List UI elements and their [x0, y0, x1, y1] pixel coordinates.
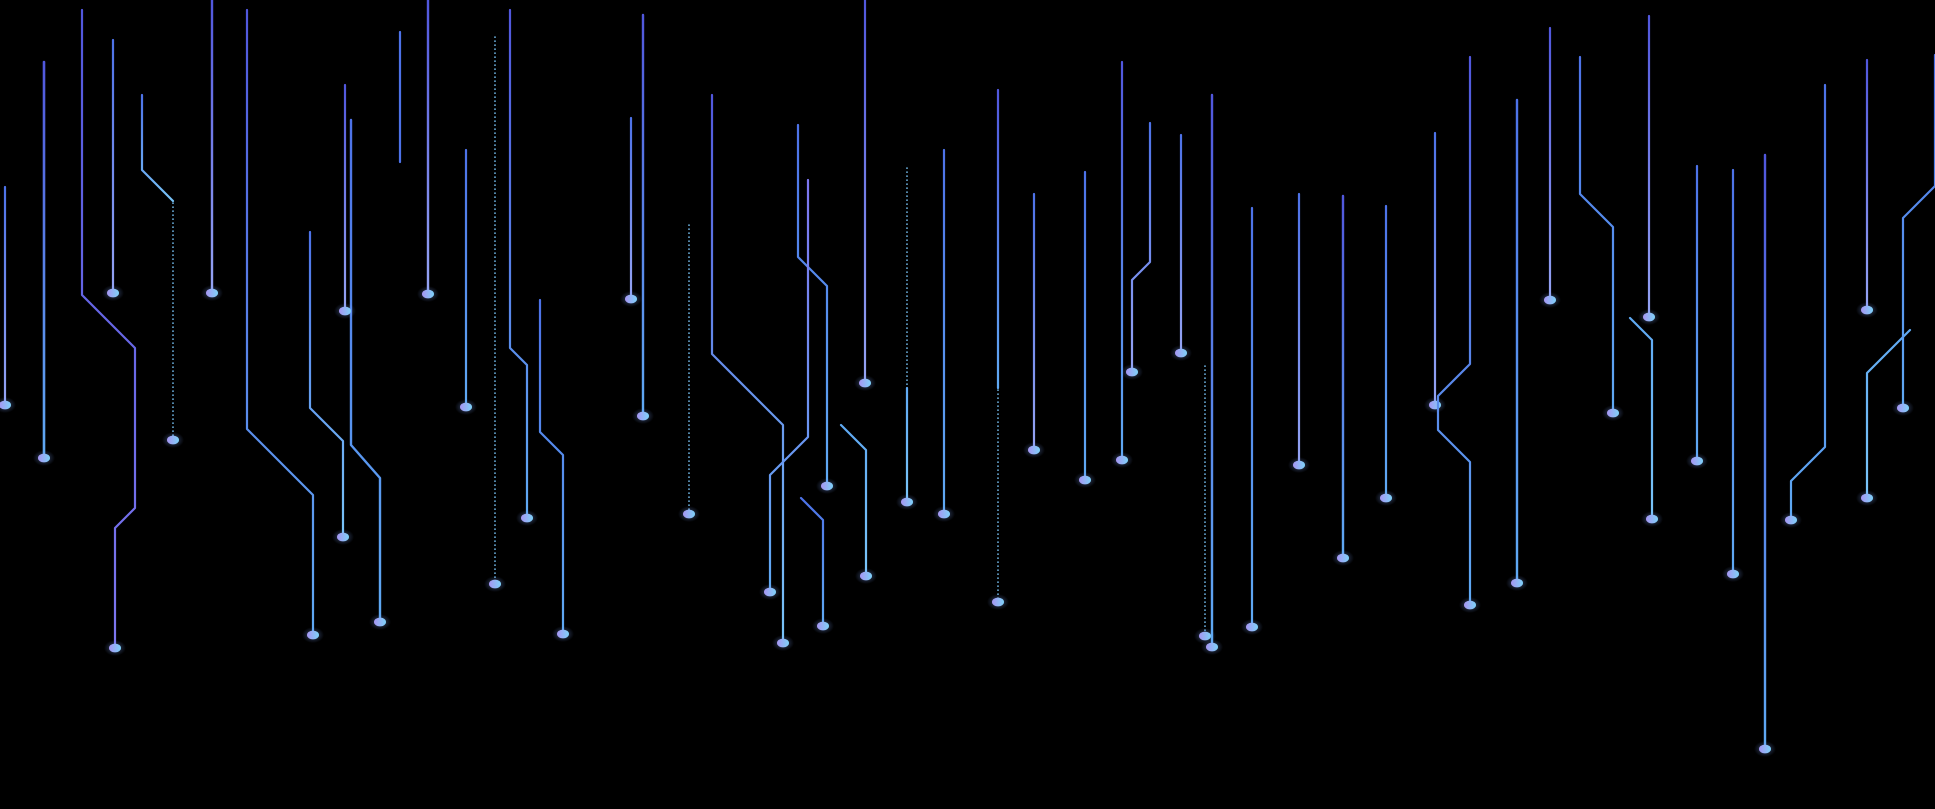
trace-node-dot	[1643, 312, 1655, 322]
trace-node-dot	[206, 288, 218, 298]
trace-node-dot	[1199, 631, 1211, 641]
trace-node-dot	[625, 294, 637, 304]
trace-node-dot	[1544, 295, 1556, 305]
trace-node-dot	[0, 400, 11, 410]
trace-node-dot	[637, 411, 649, 421]
trace-line	[1130, 121, 1152, 372]
trace-line	[140, 93, 175, 203]
trace-node-dot	[992, 597, 1004, 607]
trace-node-dot	[777, 638, 789, 648]
trace-node-dot	[821, 481, 833, 491]
trace-node-dot	[167, 435, 179, 445]
trace-node-dot	[1429, 400, 1441, 410]
trace-node-dot	[374, 617, 386, 627]
trace-line	[1628, 316, 1654, 519]
trace-node-dot	[1175, 348, 1187, 358]
trace-node-dot	[1464, 600, 1476, 610]
trace-node-dot	[860, 571, 872, 581]
trace-node-dot	[859, 378, 871, 388]
trace-line	[796, 123, 829, 486]
trace-line	[308, 230, 345, 537]
trace-line	[799, 496, 825, 626]
trace-node-dot	[107, 288, 119, 298]
trace-node-dot	[109, 643, 121, 653]
trace-line	[1578, 55, 1615, 413]
trace-line	[538, 298, 565, 634]
trace-line	[839, 423, 868, 576]
trace-node-dot	[817, 621, 829, 631]
trace-node-dot	[1646, 514, 1658, 524]
trace-node-dot	[1691, 456, 1703, 466]
trace-node-dot	[764, 587, 776, 597]
trace-node-dot	[901, 497, 913, 507]
trace-node-dot	[938, 509, 950, 519]
trace-node-dot	[422, 289, 434, 299]
trace-line	[710, 93, 785, 643]
trace-node-dot	[1246, 622, 1258, 632]
trace-node-dot	[1079, 475, 1091, 485]
trace-node-dot	[337, 532, 349, 542]
trace-line	[768, 178, 810, 592]
trace-line	[508, 8, 529, 518]
trace-node-dot	[1206, 642, 1218, 652]
trace-node-dot	[339, 306, 351, 316]
trace-node-dot	[489, 579, 501, 589]
trace-node-dot	[1861, 305, 1873, 315]
trace-node-dot	[683, 509, 695, 519]
trace-node-dot	[521, 513, 533, 523]
trace-node-dot	[1785, 515, 1797, 525]
trace-node-dot	[1126, 367, 1138, 377]
trace-node-dot	[1293, 460, 1305, 470]
trace-line	[1865, 328, 1912, 498]
trace-node-dot	[1028, 445, 1040, 455]
trace-node-dot	[460, 402, 472, 412]
trace-node-dot	[1511, 578, 1523, 588]
trace-node-dot	[38, 453, 50, 463]
trace-line	[80, 8, 137, 648]
trace-node-dot	[557, 629, 569, 639]
trace-node-dot	[307, 630, 319, 640]
trace-node-dot	[1727, 569, 1739, 579]
trace-node-dot	[1861, 493, 1873, 503]
trace-line	[1789, 83, 1827, 520]
trace-node-dot	[1337, 553, 1349, 563]
trace-node-dot	[1759, 744, 1771, 754]
trace-line	[245, 8, 315, 635]
trace-line	[349, 118, 382, 622]
trace-node-dot	[1897, 403, 1909, 413]
trace-line	[1901, 53, 1935, 408]
trace-node-dot	[1607, 408, 1619, 418]
trace-node-dot	[1116, 455, 1128, 465]
trace-node-dot	[1380, 493, 1392, 503]
trace-line	[1436, 55, 1472, 605]
